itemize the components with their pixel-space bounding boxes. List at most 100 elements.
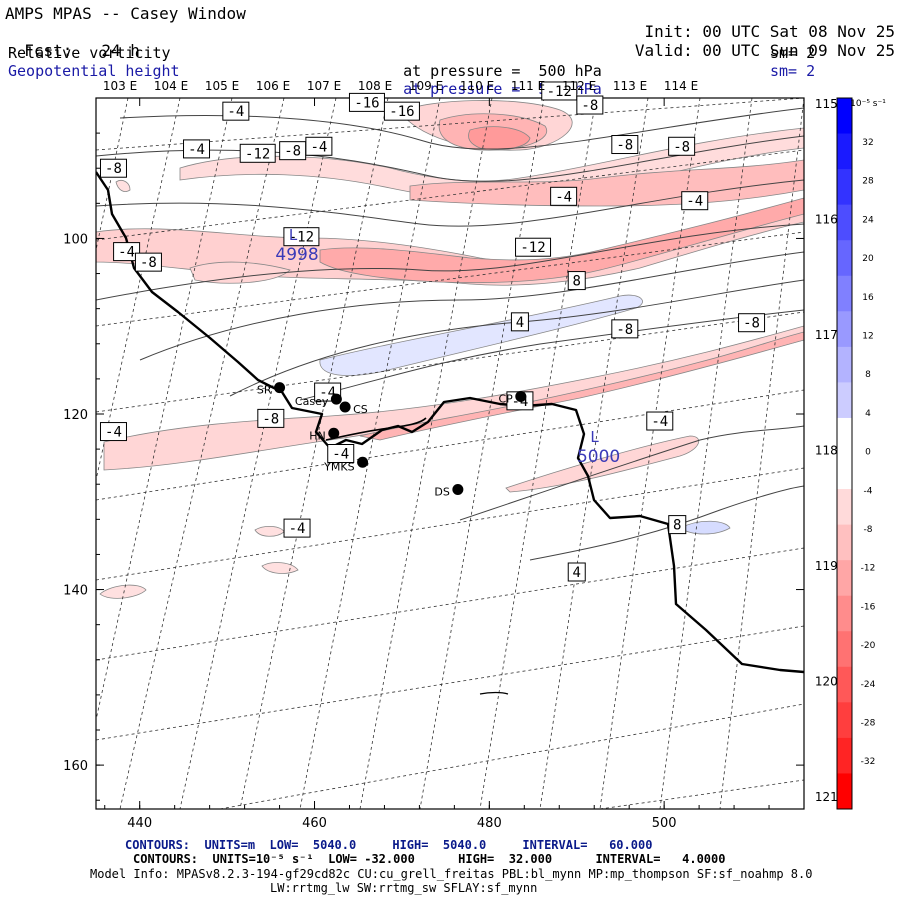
height-value: 4998 bbox=[275, 245, 318, 265]
top-lon-label: 109 E bbox=[409, 79, 443, 93]
contour-label-text: -4 bbox=[310, 139, 327, 155]
contour-label: 4 bbox=[510, 312, 529, 332]
field1-level: at pressure = 500 hPa bbox=[385, 44, 602, 80]
footer-v-high: HIGH= 32.000 bbox=[458, 852, 553, 866]
contour-label: -12 bbox=[283, 227, 320, 247]
field1-level-value: 500 hPa bbox=[538, 62, 602, 80]
contour-label-box bbox=[646, 411, 674, 431]
station-marker bbox=[515, 390, 527, 402]
contour-label: -8 bbox=[668, 136, 696, 156]
vort-band-center-strong bbox=[319, 197, 804, 284]
footer-v-interval: INTERVAL= 4.0000 bbox=[595, 852, 726, 866]
station-name: Casey bbox=[295, 395, 329, 408]
footer-vorticity-contours: CONTOURS: UNITS=10⁻⁵ s⁻¹ LOW= -32.000 HI… bbox=[133, 852, 725, 866]
vorticity-map: -4-16-16-12-8-4 -12 -8 -4 -8 -8-8-4 -4-12-4-8-… bbox=[63, 79, 886, 831]
x-tick-label: 460 bbox=[302, 816, 327, 831]
top-lon-label: 105 E bbox=[205, 79, 239, 93]
top-lon-label: 106 E bbox=[256, 79, 290, 93]
contour-label-text: 8 bbox=[673, 518, 681, 534]
colorbar-tick-label: -32 bbox=[861, 757, 876, 767]
vort-blob-west bbox=[189, 261, 291, 284]
colorbar-swatch bbox=[837, 702, 852, 739]
contour-label-box bbox=[283, 227, 320, 247]
valid-label: Valid: bbox=[634, 41, 693, 60]
top-lon-label: 110 E bbox=[460, 79, 494, 93]
contour-label-text: 4 bbox=[573, 565, 581, 581]
colorbar-tick-label: 24 bbox=[862, 215, 874, 225]
station-name: HN bbox=[309, 429, 326, 442]
contour-label-text: -8 bbox=[105, 161, 122, 177]
colorbar-tick-label: -20 bbox=[861, 641, 876, 651]
contour-label: -8 bbox=[279, 141, 307, 161]
contour-label-box bbox=[550, 186, 578, 206]
footer-v-units: UNITS=10⁻⁵ s⁻¹ bbox=[212, 852, 314, 866]
contour-label: -4 bbox=[283, 518, 311, 538]
contour-label-box bbox=[567, 271, 586, 291]
x-tick-label: 500 bbox=[652, 816, 677, 831]
y-tick-label: 120 bbox=[63, 408, 88, 423]
colorbar-tick-label: 12 bbox=[862, 332, 873, 342]
contour-label-box bbox=[611, 319, 639, 339]
colorbar-swatch bbox=[837, 346, 852, 383]
contour-label: -4 bbox=[113, 242, 141, 262]
colorbar-tick-label: 0 bbox=[865, 448, 871, 458]
contour-label-box bbox=[113, 242, 141, 262]
contour-label: -8 bbox=[576, 95, 604, 115]
plot-frame bbox=[95, 97, 805, 810]
contour-label-text: -8 bbox=[284, 144, 301, 160]
contour-label-text: -12 bbox=[520, 240, 545, 256]
colorbar-tick-label: -28 bbox=[861, 719, 876, 729]
footer-h-high: HIGH= 5040.0 bbox=[392, 838, 487, 852]
station-marker bbox=[452, 483, 464, 495]
valid-value: 00 UTC Sun 09 Nov 25 bbox=[702, 41, 895, 60]
colorbar-swatch bbox=[837, 240, 852, 277]
colorbar-unit: 10⁻⁵ s⁻¹ bbox=[850, 99, 886, 109]
fcst-label: Fcst: bbox=[24, 41, 73, 60]
colorbar-tick-label: 8 bbox=[865, 370, 871, 380]
colorbar: 10⁻⁵ s⁻¹ 32 28 24 20 16 12 8 4 0 -4 -8 -12 -16 -20 -24 -… bbox=[836, 97, 886, 810]
footer-h-interval: INTERVAL= 60.000 bbox=[522, 838, 653, 852]
height-contour-2 bbox=[96, 135, 804, 182]
contour-label-box bbox=[305, 136, 333, 156]
vort-band-center bbox=[96, 205, 804, 286]
coastline bbox=[96, 171, 804, 674]
top-lon-label: 104 E bbox=[154, 79, 188, 93]
station-marker bbox=[357, 456, 369, 468]
contour-label-text: 8 bbox=[573, 274, 581, 290]
colorbar-swatch bbox=[837, 417, 852, 454]
top-lon-label: 108 E bbox=[358, 79, 392, 93]
top-lon-label: 114 E bbox=[664, 79, 698, 93]
contour-label-text: -4 bbox=[105, 425, 122, 441]
contour-label: -16 bbox=[348, 92, 385, 112]
station-cs: CS bbox=[339, 401, 368, 416]
station-name: DS bbox=[434, 485, 449, 498]
station-marker bbox=[330, 393, 342, 405]
contour-label: -4 bbox=[681, 191, 709, 211]
height-contour-4 bbox=[96, 223, 804, 301]
contour-label: -4 bbox=[222, 101, 250, 121]
contour-label-text: -16 bbox=[389, 104, 414, 120]
station-casey: Casey bbox=[295, 393, 342, 408]
contour-label-text: -12 bbox=[245, 146, 270, 162]
fcst-value: 24 h bbox=[101, 41, 140, 60]
colorbar-swatch bbox=[837, 311, 852, 348]
contour-label-box bbox=[576, 95, 604, 115]
field1-level-label: at pressure = bbox=[403, 62, 521, 80]
contour-label-text: -8 bbox=[616, 138, 633, 154]
top-lon-label: 113 E bbox=[613, 79, 647, 93]
contour-label-box bbox=[515, 237, 552, 257]
colorbar-tick-label: 16 bbox=[862, 293, 874, 303]
contour-label-box bbox=[239, 143, 276, 163]
colorbar-swatch bbox=[837, 524, 852, 561]
contour-label-box bbox=[99, 422, 127, 442]
init-value: 00 UTC Sat 08 Nov 25 bbox=[702, 22, 895, 41]
station-sr: SR bbox=[257, 382, 286, 397]
contour-label-text: -4 bbox=[289, 521, 306, 537]
forecast-label: Fcst: 24 h bbox=[5, 24, 140, 60]
contour-label-box bbox=[668, 515, 687, 535]
footer-v-low: LOW= -32.000 bbox=[328, 852, 415, 866]
contour-label-text: -4 bbox=[651, 414, 668, 430]
station-marker bbox=[274, 382, 286, 394]
height-contour-8 bbox=[459, 425, 804, 521]
